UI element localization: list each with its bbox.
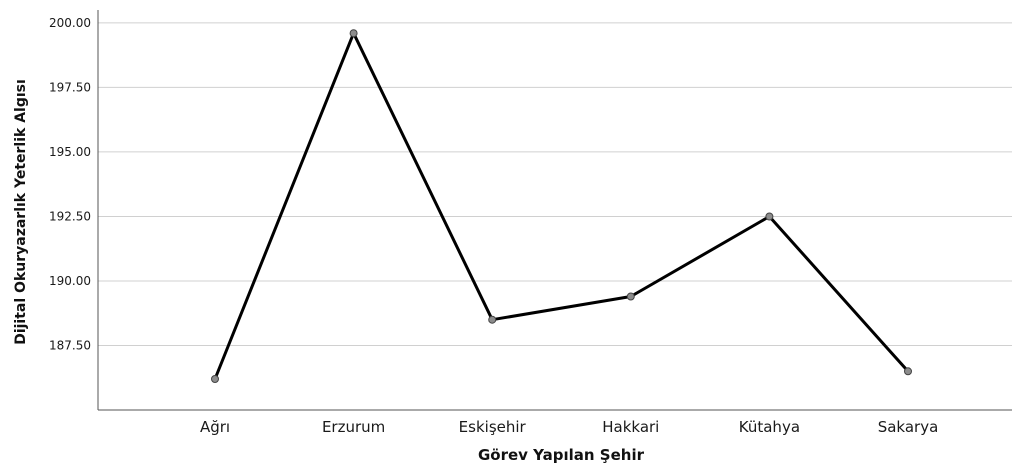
- axes: [97, 10, 1012, 411]
- y-tick-label: 190.00: [49, 274, 91, 288]
- x-tick-label: Eskişehir: [459, 418, 527, 436]
- data-points: [211, 29, 912, 383]
- x-tick-label: Hakkari: [602, 418, 659, 436]
- y-tick-label: 195.00: [49, 145, 91, 159]
- data-point: [626, 292, 635, 301]
- y-tick-label: 187.50: [49, 338, 91, 352]
- y-axis-title: Dijital Okuryazarlık Yeterlik Algısı: [13, 79, 29, 345]
- x-axis-title: Görev Yapılan Şehir: [478, 446, 645, 464]
- data-point: [488, 315, 497, 324]
- series-line: [213, 31, 910, 380]
- y-tick-label: 197.50: [49, 80, 91, 94]
- y-tick-label: 200.00: [49, 16, 91, 30]
- x-tick-label: Sakarya: [878, 418, 939, 436]
- x-tick-label: Erzurum: [322, 418, 385, 436]
- data-point: [904, 367, 912, 376]
- x-tick-label: Ağrı: [200, 418, 230, 436]
- series: [213, 31, 910, 380]
- data-point: [211, 375, 219, 383]
- data-point: [349, 29, 358, 38]
- y-tick-labels: 187.50 190.00 192.50 195.00 197.50 200.00: [49, 16, 91, 353]
- x-tick-label: Kütahya: [739, 418, 800, 436]
- y-tick-label: 192.50: [49, 209, 91, 223]
- data-point: [765, 212, 774, 221]
- gridlines: [98, 22, 1012, 346]
- x-tick-labels: Ağrı Erzurum Eskişehir Hakkari Kütahya Sakary…: [200, 418, 938, 436]
